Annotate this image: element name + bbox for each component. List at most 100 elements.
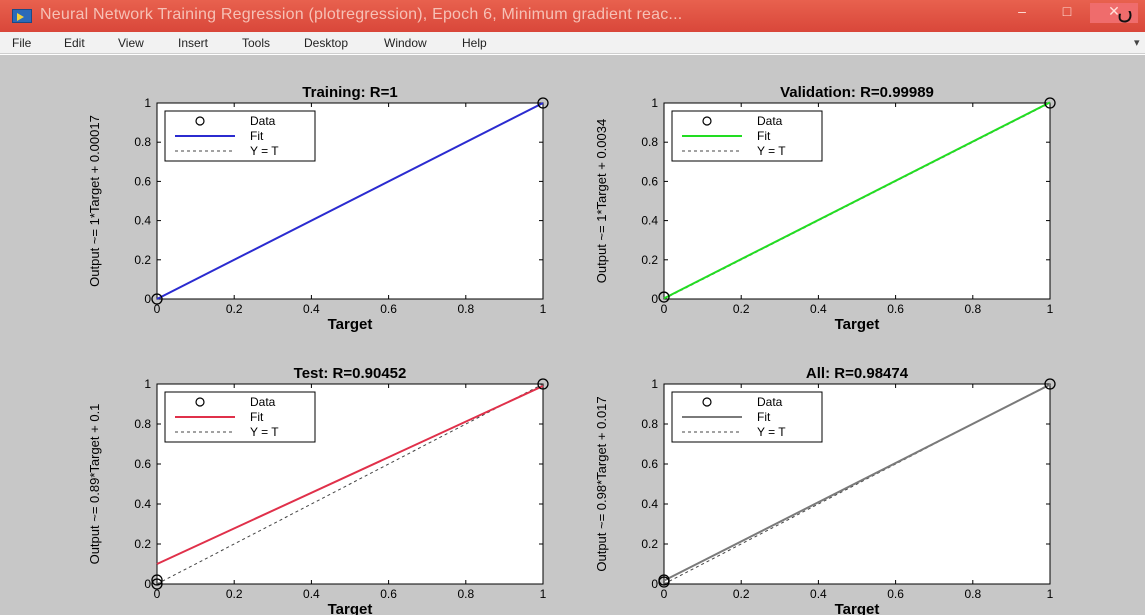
window-title: Neural Network Training Regression (plot… — [40, 6, 683, 23]
fit-line — [663, 383, 1051, 582]
plot-title: All: R=0.98474 — [806, 365, 909, 382]
y-tick-label: 1 — [651, 96, 658, 110]
x-tick-label: 0.8 — [457, 587, 474, 601]
menu-file[interactable]: File — [12, 36, 32, 50]
minimize-button[interactable]: – — [1018, 3, 1026, 19]
matlab-app-icon — [12, 9, 32, 23]
x-axis-label: Target — [835, 316, 880, 333]
y-tick-label: 0.4 — [641, 214, 658, 228]
x-tick-label: 0.4 — [810, 302, 827, 316]
data-point — [537, 97, 549, 109]
regression-plots: 0 0.2 0.4 0.6 0.8 1 0 0.2 0.4 0.6 0.8 1 Training: R=… — [87, 84, 1056, 615]
fit-line — [156, 102, 544, 300]
x-tick-label: 0 — [154, 587, 161, 601]
legend-label-reference: Y = T — [250, 425, 279, 439]
y-tick-label: 0.6 — [641, 457, 658, 471]
plot-title: Training: R=1 — [302, 84, 397, 101]
legend-label-data: Data — [757, 395, 783, 409]
fit-line — [156, 385, 544, 565]
y-tick-label: 0.2 — [134, 537, 151, 551]
legend-label-reference: Y = T — [757, 144, 786, 158]
data-point — [1044, 97, 1056, 109]
legend-label-fit: Fit — [250, 410, 264, 424]
x-tick-label: 0.6 — [380, 302, 397, 316]
y-tick-label: 0.2 — [134, 253, 151, 267]
x-axis-label: Target — [835, 601, 880, 615]
x-axis-label: Target — [328, 601, 373, 615]
corner-glyph: ں — [1117, 0, 1134, 25]
legend-label-reference: Y = T — [757, 425, 786, 439]
x-tick-label: 0.6 — [887, 587, 904, 601]
fit-line — [663, 101, 1051, 300]
data-point — [151, 293, 163, 305]
y-tick-label: 1 — [144, 96, 151, 110]
legend-label-reference: Y = T — [250, 144, 279, 158]
y-tick-label: 0.4 — [641, 497, 658, 511]
legend-data-marker — [702, 397, 712, 407]
figure-area: 0 0.2 0.4 0.6 0.8 1 0 0.2 0.4 0.6 0.8 1 Training: R=… — [0, 55, 1145, 615]
legend-label-data: Data — [250, 395, 276, 409]
y-axis-label: Output ~= 0.98*Target + 0.017 — [594, 396, 609, 571]
x-tick-label: 0 — [661, 302, 668, 316]
x-tick-label: 0.8 — [964, 587, 981, 601]
menu-tools[interactable]: Tools — [242, 36, 271, 50]
y-axis-label: Output ~= 0.89*Target + 0.1 — [87, 404, 102, 565]
x-tick-label: 0.2 — [226, 587, 243, 601]
y-tick-label: 0.4 — [134, 497, 151, 511]
x-tick-label: 0.4 — [303, 302, 320, 316]
data-point — [151, 574, 163, 586]
legend-label-fit: Fit — [757, 410, 771, 424]
y-tick-label: 0.6 — [134, 457, 151, 471]
y-tick-label: 0.4 — [134, 214, 151, 228]
x-tick-label: 1 — [1047, 302, 1054, 316]
legend-data-marker — [702, 116, 712, 126]
menu-desktop[interactable]: Desktop — [304, 36, 349, 50]
x-tick-label: 0.4 — [303, 587, 320, 601]
legend-label-data: Data — [250, 114, 276, 128]
x-axis-label: Target — [328, 316, 373, 333]
legend-label-fit: Fit — [757, 129, 771, 143]
y-tick-label: 0.8 — [641, 417, 658, 431]
plot-title: Validation: R=0.99989 — [780, 84, 934, 101]
menu-help[interactable]: Help — [462, 36, 487, 50]
y-tick-label: 0.8 — [134, 135, 151, 149]
x-tick-label: 0 — [661, 587, 668, 601]
window-titlebar[interactable]: Neural Network Training Regression (plot… — [0, 0, 1145, 32]
y-tick-label: 1 — [651, 377, 658, 391]
y-tick-label: 0 — [144, 577, 151, 591]
y-tick-label: 0.6 — [641, 174, 658, 188]
y-tick-label: 0.8 — [134, 417, 151, 431]
x-tick-label: 1 — [540, 587, 547, 601]
y-axis-label: Output ~= 1*Target + 0.00017 — [87, 115, 102, 287]
x-tick-label: 0.8 — [964, 302, 981, 316]
y-tick-label: 0.6 — [134, 174, 151, 188]
x-tick-label: 1 — [540, 302, 547, 316]
legend-data-marker — [195, 397, 205, 407]
x-tick-label: 1 — [1047, 587, 1054, 601]
y-axis-label: Output ~= 1*Target + 0.0034 — [594, 119, 609, 283]
data-point — [658, 576, 670, 588]
legend-label-fit: Fit — [250, 129, 264, 143]
toolbar-expand-icon[interactable]: ▾ — [1134, 37, 1140, 49]
data-point — [151, 578, 163, 590]
maximize-button[interactable]: □ — [1062, 3, 1072, 19]
menu-view[interactable]: View — [118, 36, 144, 50]
legend-box — [164, 110, 316, 162]
data-point — [1044, 378, 1056, 390]
y-tick-label: 0.2 — [641, 253, 658, 267]
x-tick-label: 0.2 — [733, 302, 750, 316]
x-tick-label: 0.2 — [733, 587, 750, 601]
menu-edit[interactable]: Edit — [64, 36, 85, 50]
close-button[interactable]: ✕ — [1090, 3, 1138, 23]
menu-window[interactable]: Window — [384, 36, 427, 50]
y-tick-label: 0.2 — [641, 537, 658, 551]
menu-insert[interactable]: Insert — [178, 36, 209, 50]
x-tick-label: 0.8 — [457, 302, 474, 316]
y-tick-label: 0.8 — [641, 135, 658, 149]
x-tick-label: 0 — [154, 302, 161, 316]
x-tick-label: 0.4 — [810, 587, 827, 601]
y-tick-label: 0 — [651, 292, 658, 306]
x-tick-label: 0.6 — [887, 302, 904, 316]
legend-data-marker — [195, 116, 205, 126]
x-tick-label: 0.2 — [226, 302, 243, 316]
